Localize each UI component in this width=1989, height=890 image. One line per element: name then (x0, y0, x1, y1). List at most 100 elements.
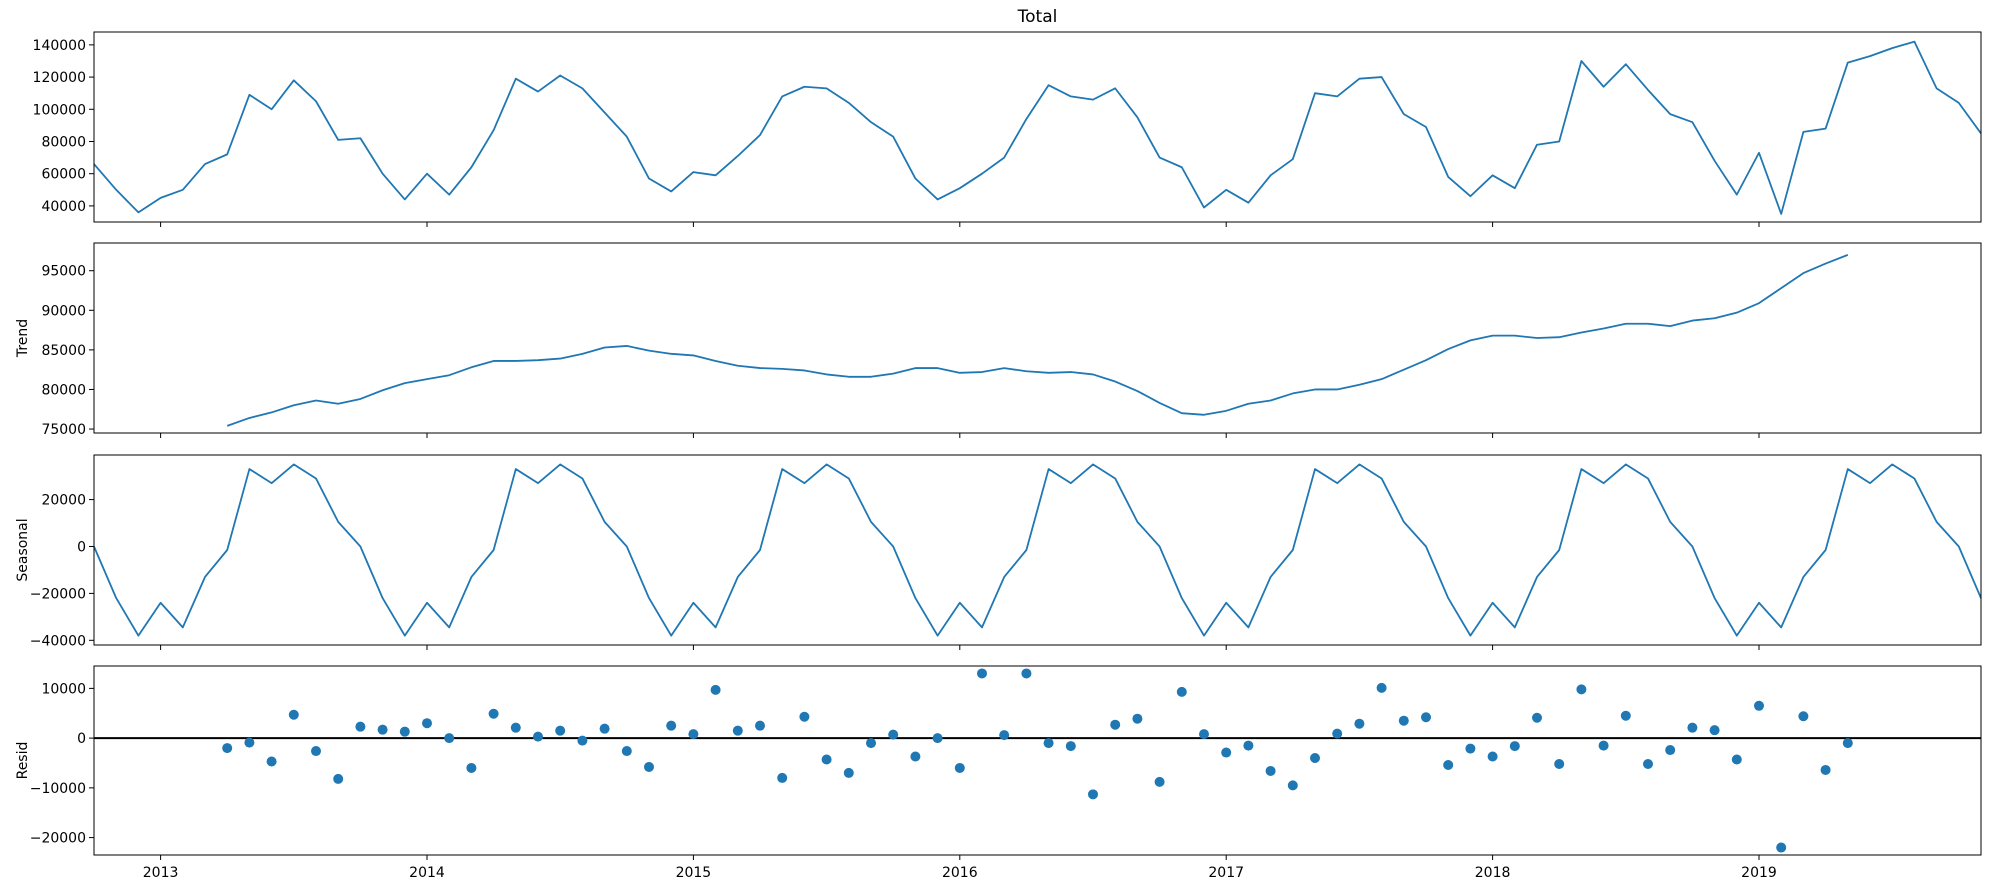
data-point (777, 772, 788, 783)
data-point (1776, 842, 1787, 853)
y-tick-label: 85000 (41, 343, 86, 359)
series-line (93, 40, 1982, 215)
y-axis-label: Seasonal (15, 518, 31, 581)
data-point (1487, 751, 1498, 762)
data-point (888, 729, 899, 740)
data-point (755, 720, 765, 731)
data-point (266, 756, 277, 767)
data-point (1354, 718, 1365, 729)
data-point (866, 738, 876, 749)
data-point (954, 762, 965, 773)
axes-frame (93, 242, 1982, 434)
panel-2: 75000 80000 85000 90000 95000 Trend (15, 242, 1982, 438)
y-axis-label: Resid (15, 742, 31, 780)
panel-title: Total (1017, 7, 1058, 27)
y-tick-label: 10000 (41, 681, 86, 697)
data-point (510, 722, 521, 733)
x-tick-label: 2018 (1475, 865, 1511, 881)
data-point (1421, 712, 1431, 723)
x-tick-label: 2014 (409, 865, 445, 881)
data-point (1643, 758, 1653, 769)
data-point (1709, 725, 1720, 736)
data-point (1598, 740, 1609, 751)
y-tick-label: −20000 (30, 586, 86, 602)
data-point (1754, 700, 1764, 711)
panel-3: −40000 −20000 0 20000 Seasonal (15, 454, 1982, 650)
panel-4: −20000 −10000 0 10000 2013 2014 2015 2016 2017 20… (15, 665, 1982, 881)
axes-frame (93, 454, 1982, 646)
axes-frame (93, 665, 1982, 856)
data-point (1243, 740, 1254, 751)
y-tick-label: −10000 (30, 781, 86, 797)
y-tick-label: 75000 (41, 422, 86, 438)
y-tick-label: 90000 (41, 303, 86, 319)
data-point (1154, 776, 1165, 787)
data-point (555, 725, 566, 736)
data-point (1532, 712, 1542, 723)
data-point (1376, 682, 1387, 693)
data-point (644, 761, 654, 772)
data-point (222, 743, 233, 754)
data-point (599, 723, 610, 734)
data-point (1576, 684, 1587, 695)
data-point (1132, 713, 1143, 724)
y-tick-label: 120000 (33, 70, 86, 86)
panels-group: 40000 60000 80000 100000 120000 140000 Total 75… (15, 7, 1982, 881)
y-tick-label: 140000 (33, 38, 86, 54)
y-tick-label: 80000 (41, 382, 86, 398)
y-tick-label: 40000 (41, 199, 86, 215)
data-point (311, 746, 321, 757)
y-tick-label: 80000 (41, 134, 86, 150)
y-tick-label: 95000 (41, 264, 86, 280)
data-point (1199, 729, 1209, 740)
data-point (333, 773, 344, 784)
data-point (1731, 754, 1742, 765)
data-point (1398, 715, 1409, 726)
data-point (621, 746, 632, 757)
data-point (999, 730, 1010, 741)
data-point (1332, 728, 1343, 739)
series-line (93, 463, 1982, 637)
data-point (488, 708, 499, 719)
data-point (799, 711, 810, 722)
y-tick-label: 100000 (33, 102, 86, 118)
panel-1: 40000 60000 80000 100000 120000 140000 Total (33, 7, 1982, 227)
data-point (710, 684, 721, 695)
data-point (1509, 741, 1520, 752)
data-point (932, 733, 943, 744)
data-point (1110, 719, 1121, 730)
data-point (244, 737, 255, 748)
data-point (577, 735, 588, 746)
y-tick-label: −40000 (30, 633, 86, 649)
data-point (377, 724, 388, 735)
data-point (977, 668, 987, 679)
data-point (666, 720, 677, 731)
data-point (1798, 711, 1809, 722)
data-point (1221, 747, 1232, 758)
data-point (1021, 668, 1032, 679)
data-point (1443, 759, 1454, 770)
data-point (1310, 753, 1320, 764)
data-point (1554, 758, 1565, 769)
y-tick-label: 60000 (41, 167, 86, 183)
y-axis-label: Trend (15, 319, 31, 358)
data-point (1265, 765, 1276, 776)
axes-frame (93, 31, 1982, 223)
data-point (1176, 686, 1187, 697)
data-point (533, 731, 543, 742)
data-point (1065, 741, 1076, 752)
series-line (226, 254, 1849, 427)
x-tick-label: 2015 (676, 865, 712, 881)
data-point (444, 733, 455, 744)
data-point (355, 721, 366, 732)
data-point (466, 762, 477, 773)
x-tick-label: 2013 (143, 865, 179, 881)
data-point (1088, 789, 1098, 800)
y-tick-label: −20000 (30, 831, 86, 847)
data-point (1842, 738, 1853, 749)
x-tick-label: 2016 (942, 865, 978, 881)
data-point (732, 725, 743, 736)
data-point (1465, 743, 1476, 754)
data-point (1820, 764, 1831, 775)
